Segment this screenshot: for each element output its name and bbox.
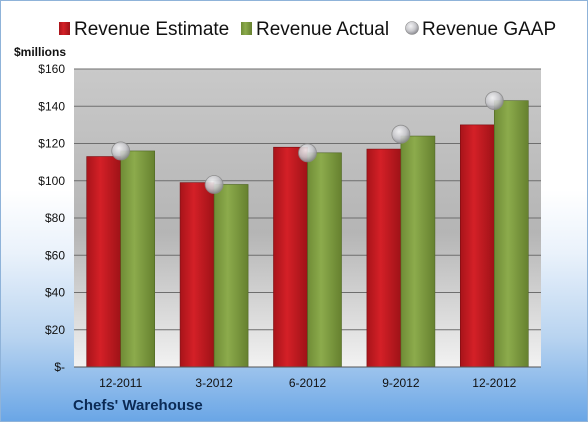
- bar-revenue-actual: [400, 135, 436, 368]
- y-tick-label: $20: [45, 323, 65, 337]
- company-name: Chefs' Warehouse: [73, 397, 203, 414]
- legend-swatch: [59, 22, 70, 35]
- y-tick-label: $60: [45, 248, 65, 262]
- legend-item-revenue-actual: Revenue Actual: [241, 19, 389, 40]
- legend-item-revenue-gaap: Revenue GAAP: [405, 19, 556, 40]
- marker-revenue-gaap: [484, 91, 504, 111]
- bar-revenue-actual: [213, 184, 249, 368]
- bar-revenue-estimate: [459, 124, 495, 368]
- bar-revenue-actual: [307, 152, 342, 368]
- marker-revenue-gaap: [298, 143, 317, 163]
- marker-revenue-gaap: [391, 124, 411, 144]
- y-tick-label: $40: [45, 286, 65, 300]
- x-tick-label: 3-2012: [195, 376, 233, 390]
- x-tick-label: 12-2011: [99, 376, 142, 390]
- y-tick-label: $160: [38, 62, 65, 76]
- y-tick-label: $120: [38, 137, 65, 151]
- legend-label: Revenue GAAP: [422, 19, 556, 40]
- y-tick-label: $-: [54, 360, 65, 374]
- x-tick-label: 6-2012: [289, 376, 327, 390]
- legend-item-revenue-estimate: Revenue Estimate: [59, 19, 229, 40]
- bar-revenue-actual: [493, 100, 529, 368]
- y-tick-label: $80: [45, 211, 65, 225]
- legend-label: Revenue Estimate: [74, 19, 229, 40]
- bar-revenue-actual: [120, 150, 155, 368]
- y-axis-unit-label: $millions: [14, 45, 66, 59]
- marker-revenue-gaap: [204, 175, 224, 194]
- legend-label: Revenue Actual: [256, 19, 389, 40]
- y-tick-label: $140: [38, 99, 65, 113]
- bar-revenue-estimate: [273, 146, 308, 368]
- legend-swatch: [405, 21, 419, 35]
- x-tick-label: 12-2012: [472, 376, 516, 390]
- legend-swatch: [241, 22, 252, 35]
- x-tick-label: 9-2012: [382, 376, 420, 390]
- bar-revenue-estimate: [179, 182, 215, 368]
- marker-revenue-gaap: [111, 141, 131, 161]
- y-tick-label: $100: [38, 174, 65, 188]
- bar-revenue-estimate: [86, 156, 121, 368]
- bar-revenue-estimate: [366, 148, 402, 368]
